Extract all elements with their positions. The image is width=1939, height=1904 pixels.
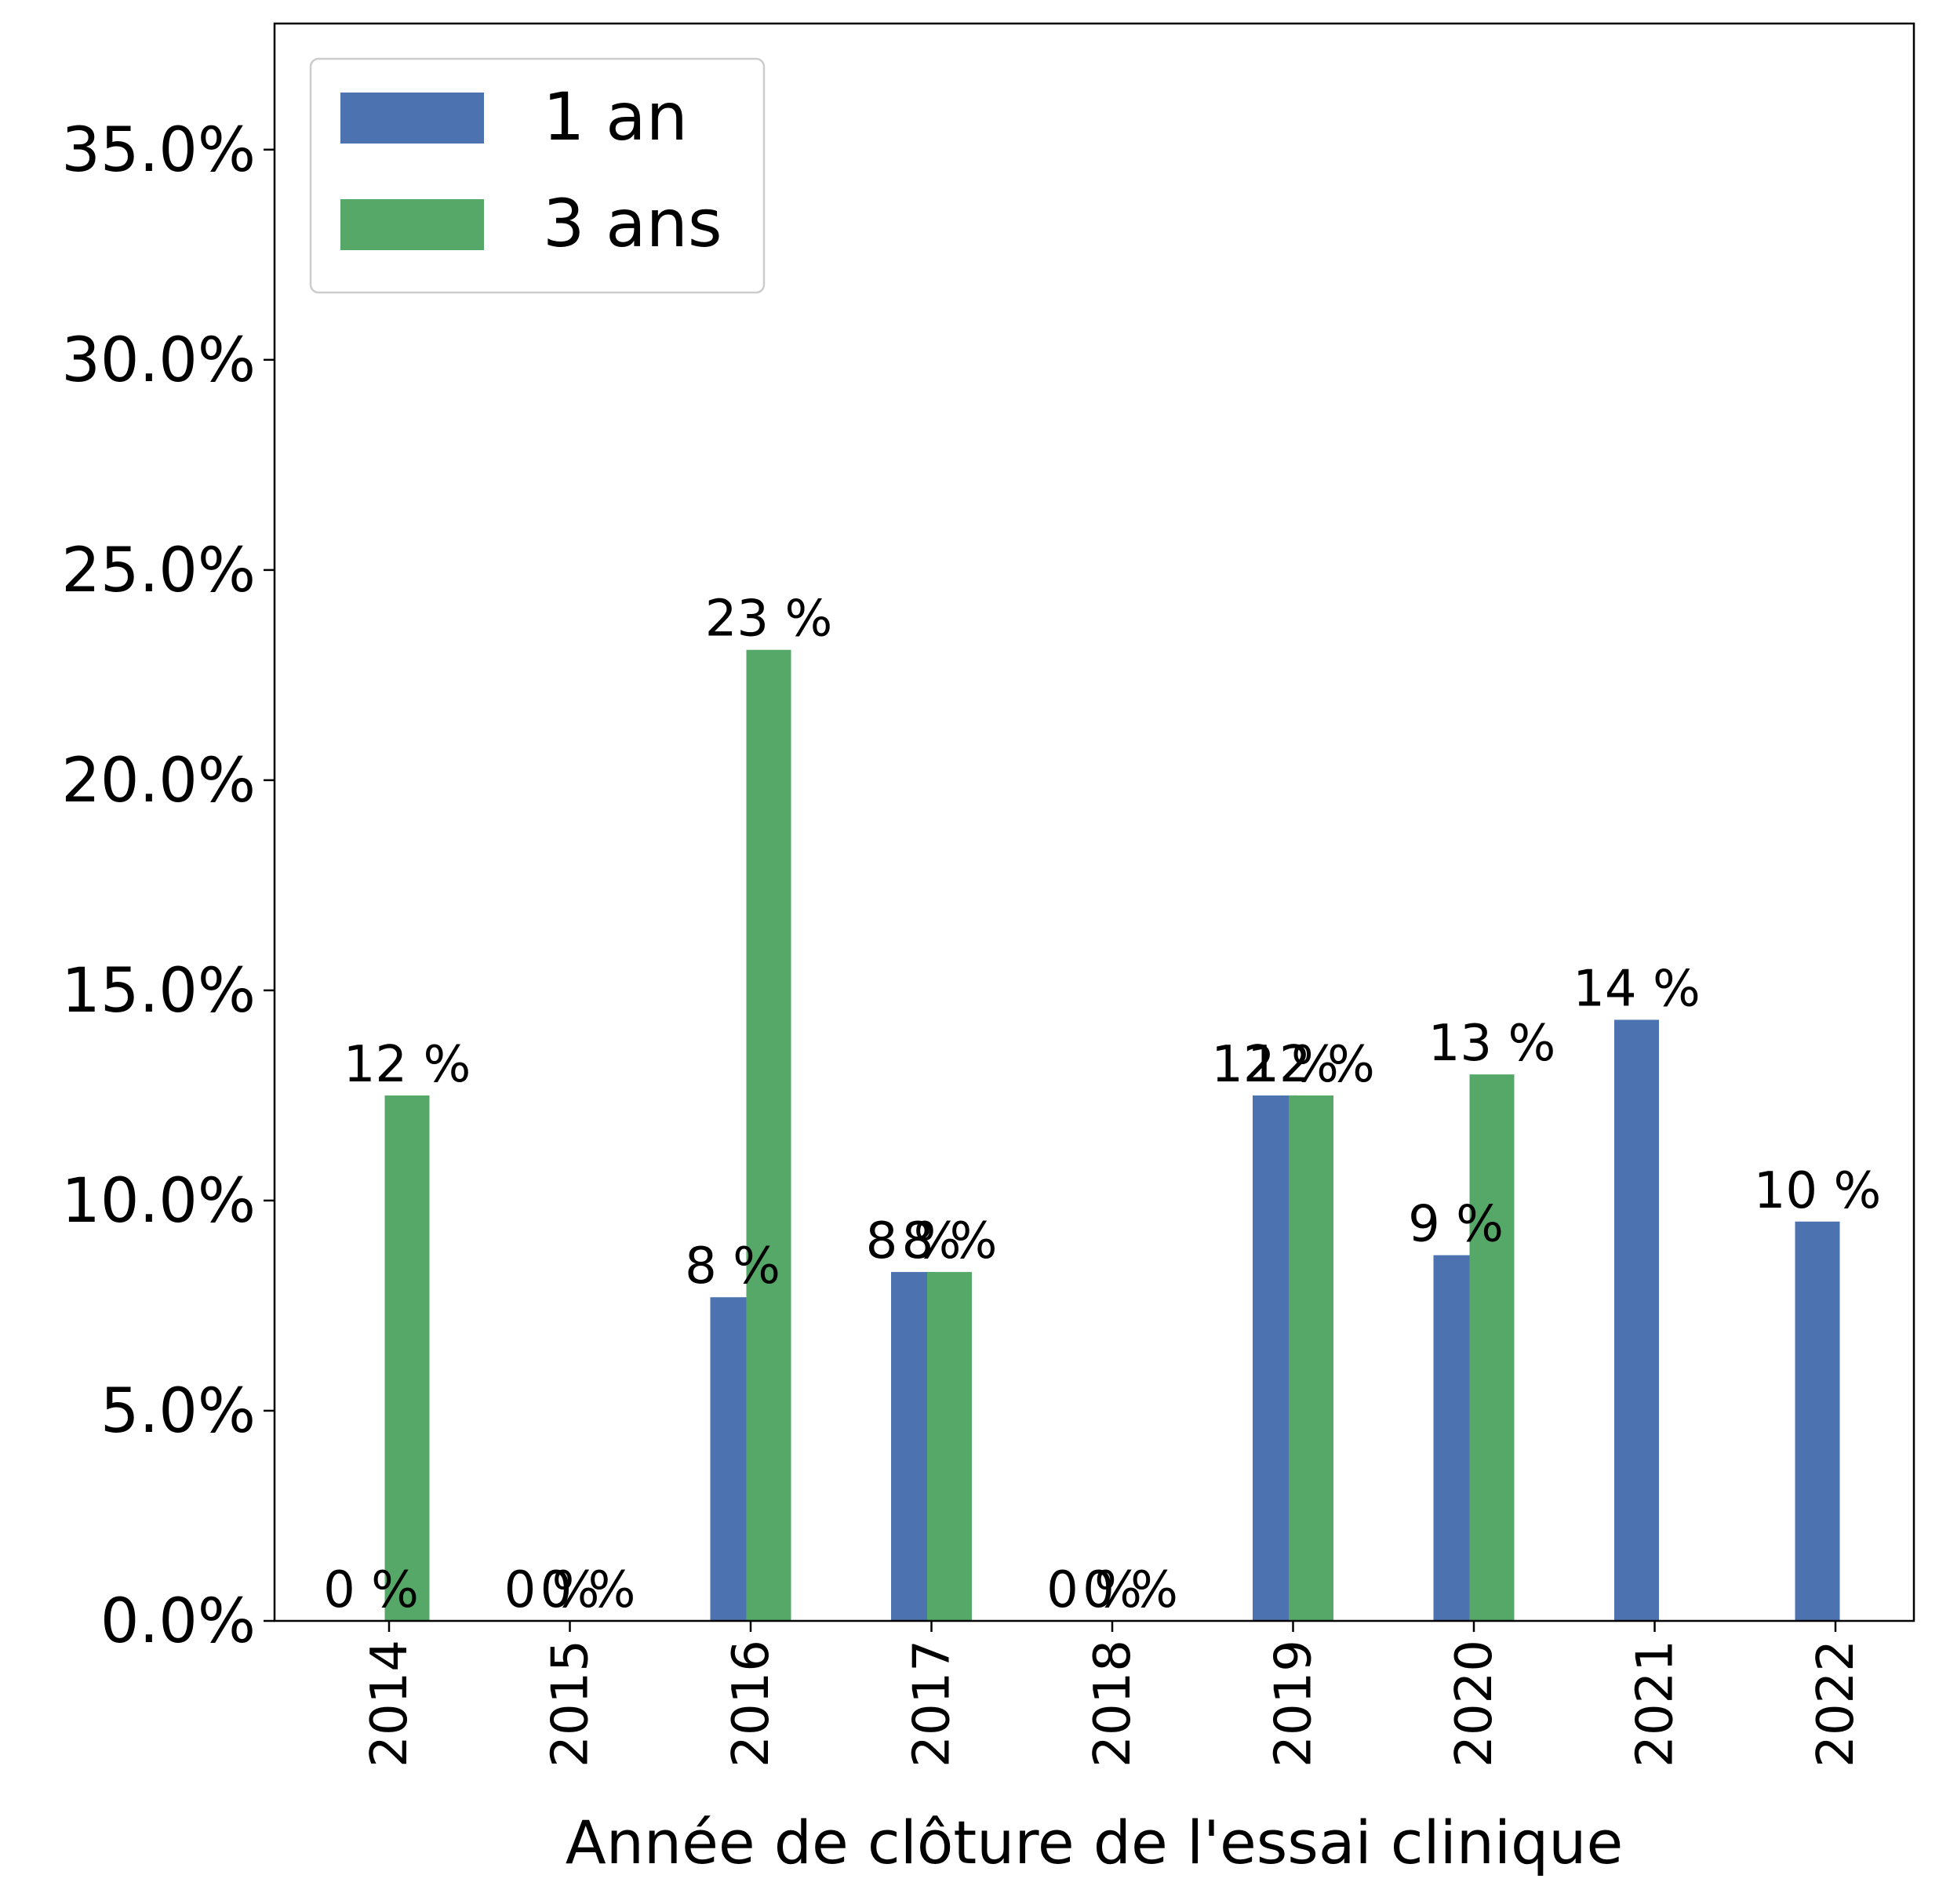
bar-value-label: 8 %	[685, 1237, 780, 1295]
bars-layer	[384, 649, 1840, 1621]
plot-area-frame	[273, 22, 1915, 1622]
legend: 1 an 3 ans	[309, 57, 766, 294]
bar-3ans-2020	[1469, 1074, 1515, 1621]
bar-value-label: 0 %	[1082, 1561, 1178, 1619]
x-tick-label: 2018	[1084, 1640, 1142, 1768]
x-tick-label: 2020	[1446, 1640, 1504, 1768]
legend-label: 3 ans	[543, 185, 722, 262]
y-tick-label: 25.0%	[61, 536, 256, 606]
bar-value-label: 12 %	[1211, 1036, 1339, 1094]
bar-3ans-2017	[927, 1272, 972, 1621]
bar-1an-2021	[1614, 1019, 1659, 1621]
x-tick-label: 2022	[1807, 1640, 1865, 1768]
y-tick-label: 5.0%	[100, 1376, 256, 1447]
bar-value-label: 10 %	[1754, 1162, 1882, 1220]
x-tick-label: 2016	[722, 1640, 780, 1768]
bar-value-label: 9 %	[1408, 1196, 1504, 1254]
legend-swatch-1an	[340, 93, 484, 144]
legend-label: 1 an	[543, 78, 688, 155]
bar-value-label: 14 %	[1573, 960, 1701, 1018]
y-tick-label: 35.0%	[61, 115, 256, 186]
bar-value-label: 8 %	[902, 1212, 998, 1270]
y-tick-label: 0.0%	[100, 1586, 256, 1657]
bar-3ans-2016	[746, 649, 791, 1621]
bar-value-label: 0 %	[1046, 1561, 1142, 1619]
bar-value-label: 0 %	[323, 1561, 419, 1619]
x-axis-label: Année de clôture de l'essai clinique	[566, 1808, 1623, 1877]
bar-3ans-2019	[1289, 1095, 1333, 1621]
y-tick-label: 20.0%	[61, 746, 256, 816]
y-tick-label: 15.0%	[61, 956, 256, 1026]
bar-3ans-2014	[384, 1095, 430, 1621]
y-tick-label: 30.0%	[61, 325, 256, 396]
bar-value-label: 12 %	[344, 1036, 471, 1094]
bar-value-label: 12 %	[1247, 1036, 1375, 1094]
bar-value-label: 8 %	[866, 1212, 962, 1270]
bar-value-label: 0 %	[504, 1561, 600, 1619]
x-tick-label: 2019	[1265, 1640, 1323, 1768]
x-tick-label: 2017	[904, 1640, 962, 1768]
bar-value-label: 0 %	[540, 1561, 636, 1619]
bar-value-label: 13 %	[1428, 1015, 1556, 1073]
bar-1an-2022	[1795, 1221, 1840, 1621]
x-tick-label: 2014	[361, 1640, 419, 1768]
bar-value-label: 23 %	[705, 590, 833, 649]
x-tick-label: 2021	[1627, 1640, 1685, 1768]
y-tick-label: 10.0%	[61, 1166, 256, 1237]
x-tick-label: 2015	[542, 1640, 600, 1768]
y-axis: 0.0% 5.0% 10.0% 15.0% 20.0% 25.0% 30.0% 35.0%	[61, 115, 275, 1657]
bar-labels-layer: 0 % 0 %8 % 8 %0 %12 %9 %14 %10 %12 %0 %23 …	[323, 590, 1881, 1619]
x-axis: 2014 2015 2016 2017 2018 2019 2020 2021 2022	[361, 1621, 1865, 1768]
legend-swatch-3ans	[340, 199, 484, 250]
